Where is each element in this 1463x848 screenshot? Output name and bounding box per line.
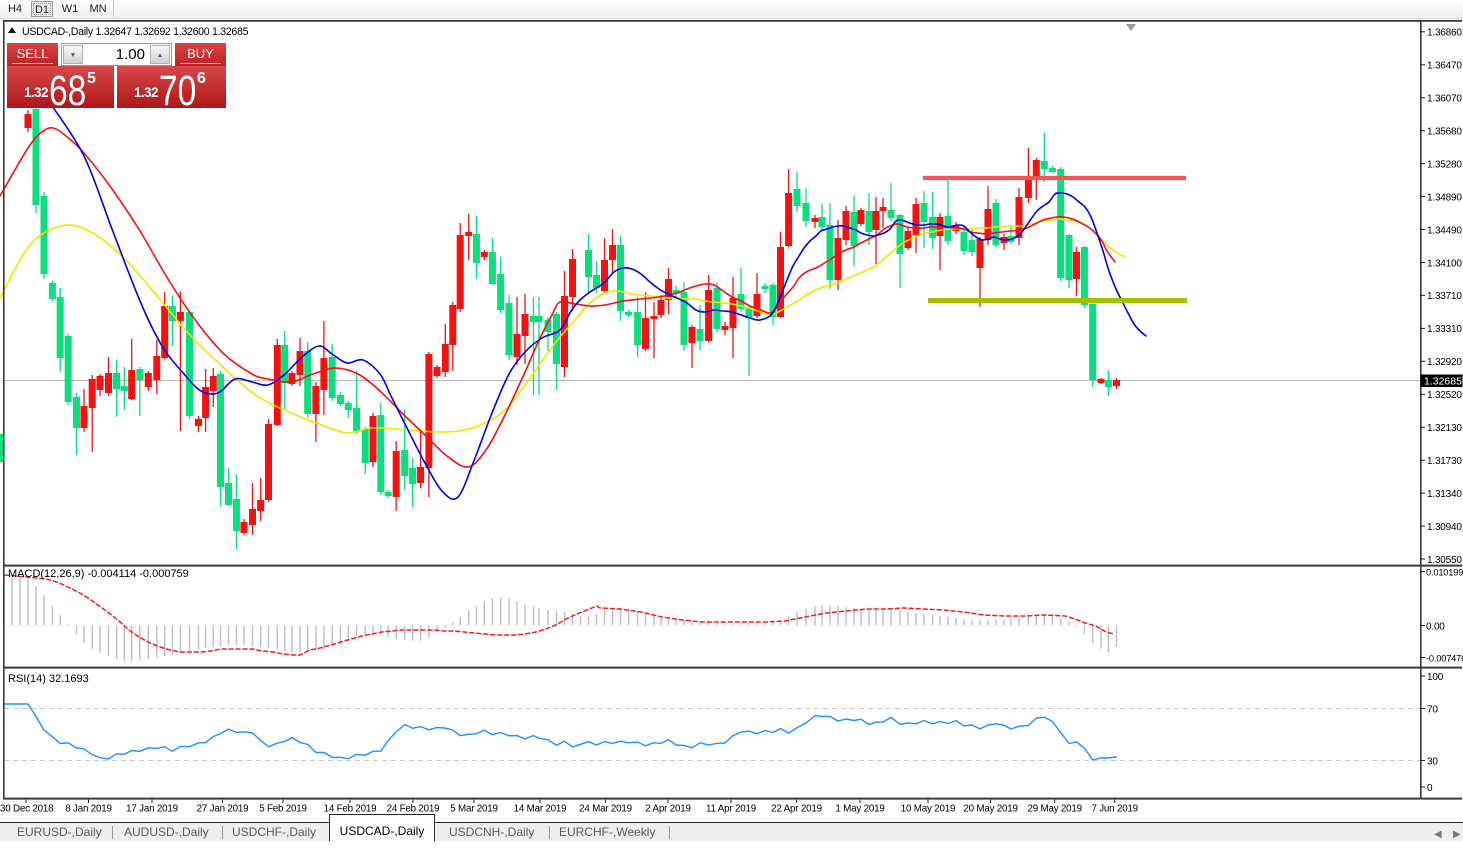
svg-text:0.00: 0.00 <box>1426 621 1445 632</box>
svg-text:MACD(12,26,9) -0.004114 -0.000: MACD(12,26,9) -0.004114 -0.000759 <box>8 568 189 580</box>
svg-text:100: 100 <box>1427 672 1444 683</box>
svg-text:70: 70 <box>1427 704 1438 715</box>
svg-text:17 Jan 2019: 17 Jan 2019 <box>126 804 178 815</box>
svg-text:30 Dec 2018: 30 Dec 2018 <box>0 804 54 815</box>
svg-text:1.33310: 1.33310 <box>1427 324 1462 335</box>
svg-text:30: 30 <box>1427 756 1438 767</box>
svg-text:1.35280: 1.35280 <box>1427 159 1462 170</box>
svg-text:-0.007476: -0.007476 <box>1426 653 1463 663</box>
svg-text:1 May 2019: 1 May 2019 <box>835 804 884 815</box>
svg-text:2 Apr 2019: 2 Apr 2019 <box>645 804 690 815</box>
svg-text:5 Mar 2019: 5 Mar 2019 <box>450 804 498 815</box>
svg-text:7 Jun 2019: 7 Jun 2019 <box>1091 804 1137 815</box>
svg-text:27 Jan 2019: 27 Jan 2019 <box>197 804 249 815</box>
svg-text:1.31340: 1.31340 <box>1427 489 1462 500</box>
svg-text:1.32920: 1.32920 <box>1427 357 1462 368</box>
svg-text:29 May 2019: 29 May 2019 <box>1027 804 1081 815</box>
svg-text:1.32130: 1.32130 <box>1427 423 1462 434</box>
svg-text:1.30940: 1.30940 <box>1427 522 1462 533</box>
svg-text:14 Feb 2019: 14 Feb 2019 <box>324 804 377 815</box>
svg-text:USDCAD-,Daily 1.32647 1.32692: USDCAD-,Daily 1.32647 1.32692 1.32600 1.… <box>22 26 249 38</box>
svg-text:1.36070: 1.36070 <box>1427 94 1462 105</box>
svg-text:14 Mar 2019: 14 Mar 2019 <box>514 804 567 815</box>
svg-text:1.33710: 1.33710 <box>1427 291 1462 302</box>
svg-text:0.010199: 0.010199 <box>1426 567 1463 577</box>
svg-text:22 Apr 2019: 22 Apr 2019 <box>771 804 822 815</box>
svg-text:1.36470: 1.36470 <box>1427 61 1462 72</box>
svg-text:1.34490: 1.34490 <box>1427 225 1462 236</box>
svg-text:1.34100: 1.34100 <box>1427 258 1462 269</box>
svg-text:10 May 2019: 10 May 2019 <box>901 804 955 815</box>
svg-text:1.36860: 1.36860 <box>1427 28 1462 39</box>
svg-text:1.30550: 1.30550 <box>1427 555 1462 566</box>
svg-text:20 May 2019: 20 May 2019 <box>963 804 1017 815</box>
svg-text:24 Feb 2019: 24 Feb 2019 <box>387 804 440 815</box>
svg-text:0: 0 <box>1427 783 1433 794</box>
svg-text:1.31730: 1.31730 <box>1427 456 1462 467</box>
svg-text:5 Feb 2019: 5 Feb 2019 <box>259 804 307 815</box>
svg-text:1.35680: 1.35680 <box>1427 127 1462 138</box>
svg-text:11 Apr 2019: 11 Apr 2019 <box>706 804 756 815</box>
svg-text:8 Jan 2019: 8 Jan 2019 <box>65 804 111 815</box>
svg-text:1.34890: 1.34890 <box>1427 192 1462 203</box>
svg-text:1.32520: 1.32520 <box>1427 390 1462 401</box>
svg-text:24 Mar 2019: 24 Mar 2019 <box>579 804 632 815</box>
svg-text:RSI(14) 32.1693: RSI(14) 32.1693 <box>8 673 89 685</box>
svg-text:1.32685: 1.32685 <box>1424 376 1462 388</box>
